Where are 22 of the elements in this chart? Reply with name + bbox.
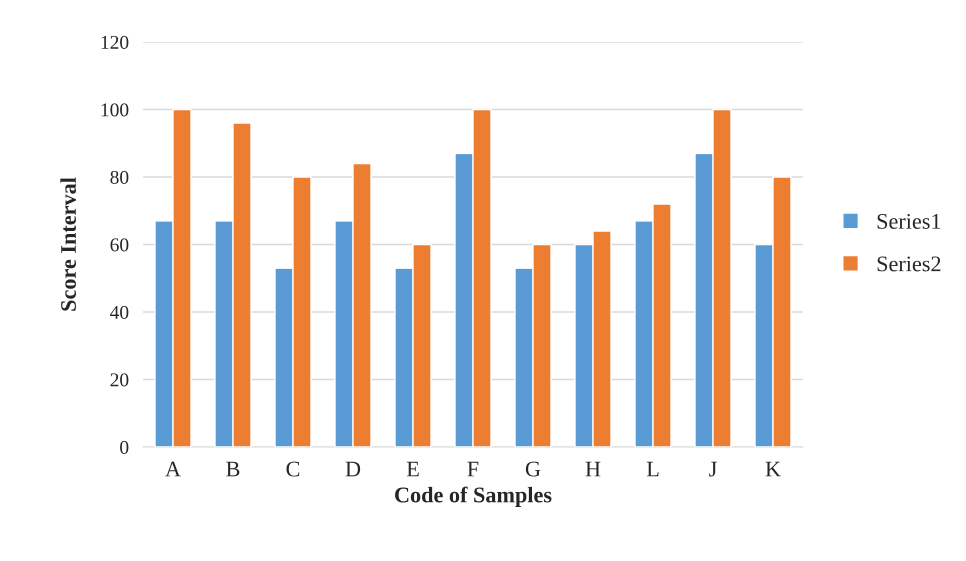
y-tick-label: 0: [120, 440, 128, 454]
x-axis-title: Code of Samples: [395, 486, 552, 507]
x-tick-label: D: [346, 462, 360, 476]
y-tick-label: 80: [110, 170, 128, 184]
x-tick-label: L: [646, 462, 658, 476]
x-tick-label: B: [226, 462, 240, 476]
y-tick-label: 40: [110, 306, 128, 319]
legend-label: Series1: [878, 214, 940, 229]
x-tick-label: K: [766, 462, 781, 476]
y-tick-label: 20: [110, 373, 128, 386]
legend-label: Series2: [878, 256, 940, 272]
x-tick-label: H: [586, 462, 600, 476]
x-tick-label: G: [526, 462, 540, 477]
y-tick-label: 100: [102, 103, 128, 116]
y-tick-label: 120: [102, 36, 128, 49]
y-tick-label: 60: [110, 238, 128, 252]
x-tick-label: J: [709, 462, 717, 477]
x-tick-label: C: [286, 462, 300, 477]
x-tick-label: F: [467, 462, 478, 476]
x-tick-label: A: [165, 462, 181, 476]
x-tick-label: E: [406, 462, 419, 476]
y-axis-title: Score Interval: [60, 178, 76, 311]
